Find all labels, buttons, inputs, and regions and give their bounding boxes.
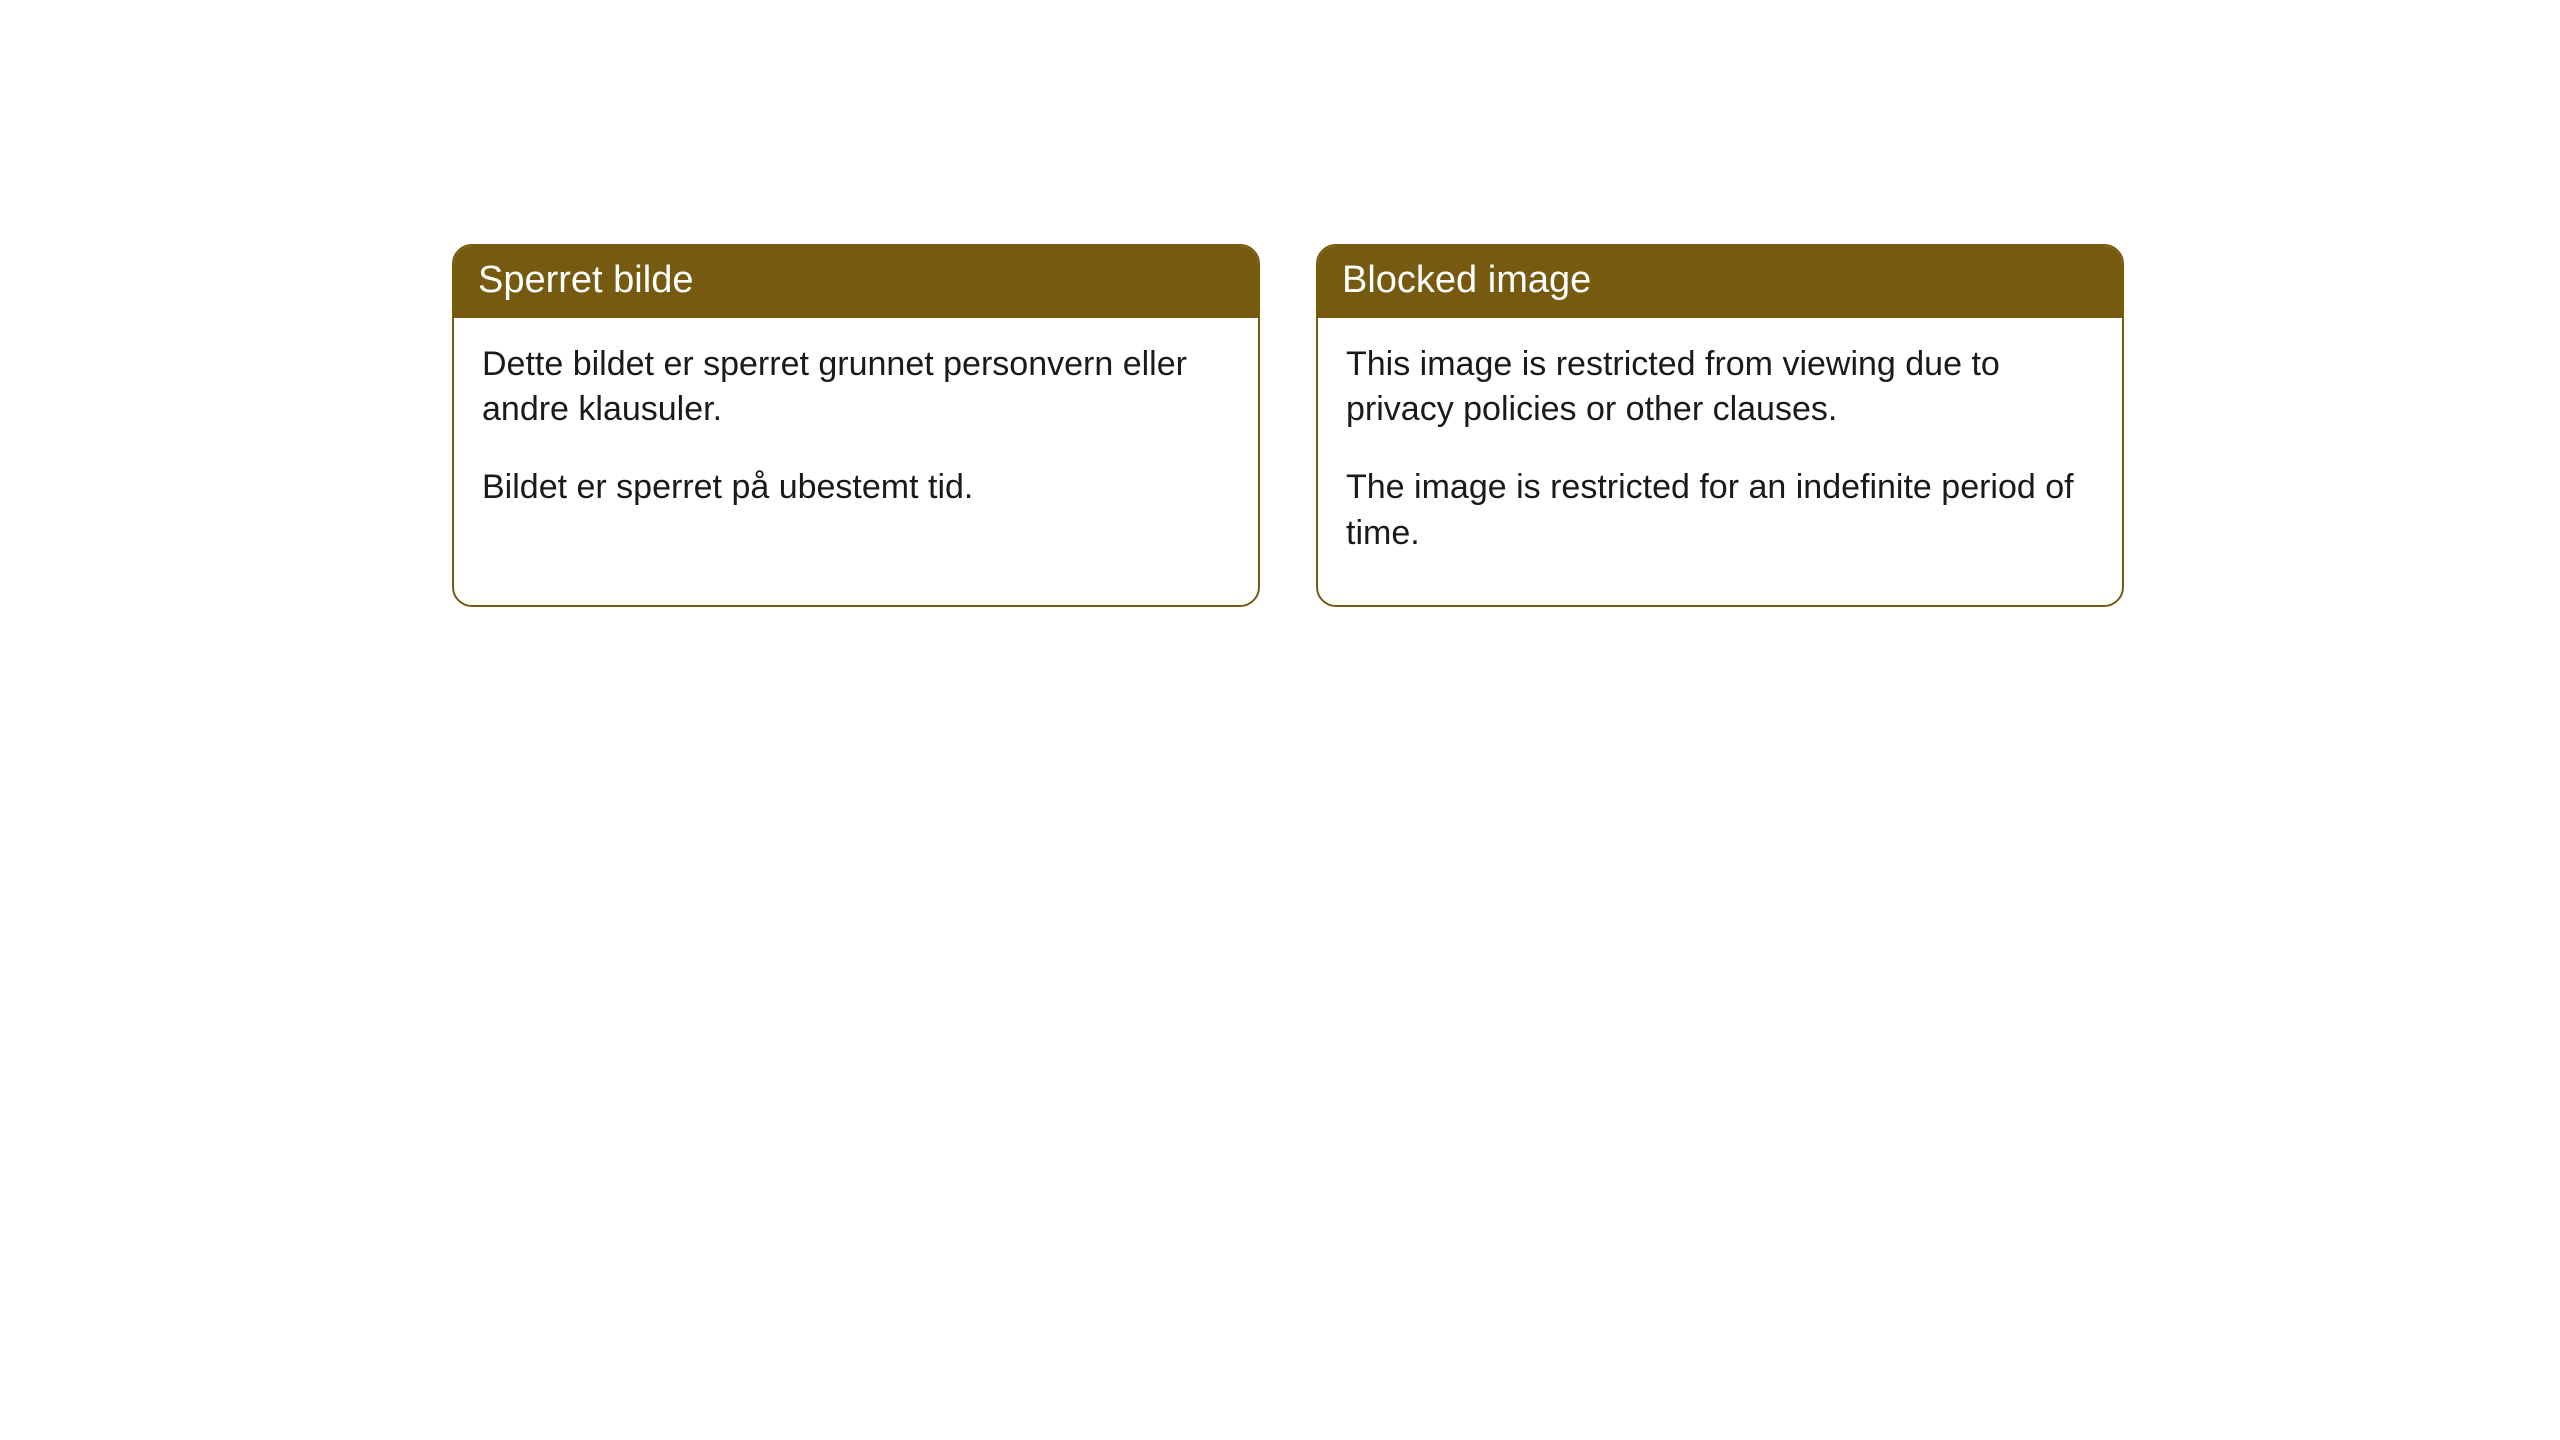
card-body: Dette bildet er sperret grunnet personve… — [454, 318, 1258, 560]
card-paragraph: Dette bildet er sperret grunnet personve… — [482, 342, 1230, 434]
card-title: Blocked image — [1342, 259, 1591, 301]
card-paragraph: This image is restricted from viewing du… — [1346, 342, 2094, 434]
blocked-image-card-english: Blocked image This image is restricted f… — [1316, 244, 2124, 607]
card-body: This image is restricted from viewing du… — [1318, 318, 2122, 606]
card-paragraph: The image is restricted for an indefinit… — [1346, 465, 2094, 557]
card-header: Blocked image — [1318, 246, 2122, 318]
card-title: Sperret bilde — [478, 259, 693, 301]
blocked-image-card-norwegian: Sperret bilde Dette bildet er sperret gr… — [452, 244, 1260, 607]
card-header: Sperret bilde — [454, 246, 1258, 318]
cards-container: Sperret bilde Dette bildet er sperret gr… — [0, 0, 2560, 607]
card-paragraph: Bildet er sperret på ubestemt tid. — [482, 465, 1230, 511]
